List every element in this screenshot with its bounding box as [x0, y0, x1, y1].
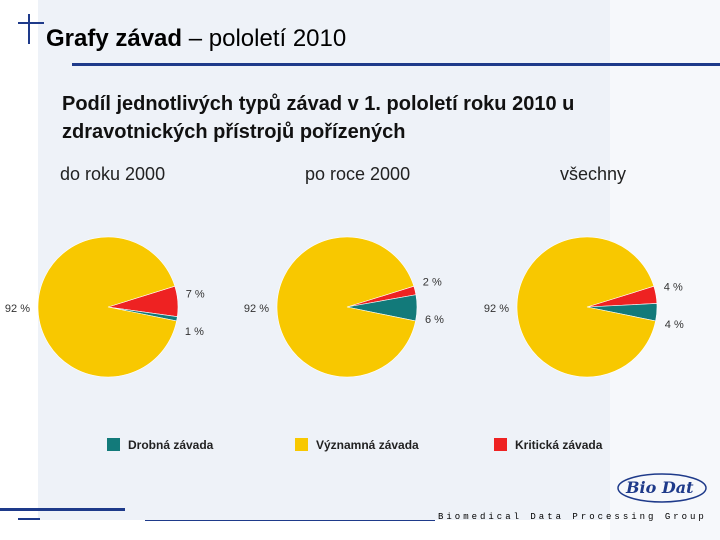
page-title: Grafy závad – pololetí 2010 [46, 25, 347, 52]
footer-rule [145, 520, 435, 521]
slice-label-2-3: 92 % [244, 303, 269, 315]
legend-swatch-1 [107, 438, 120, 451]
corner-mark [18, 22, 44, 24]
slice-label-3-1: 4 % [664, 281, 683, 293]
pie-slice-2-3 [276, 236, 416, 378]
slice-label-3-3: 92 % [484, 303, 509, 315]
legend-label-1: Drobná závada [128, 438, 214, 452]
slice-label-1-3: 92 % [5, 303, 30, 315]
corner-mark [28, 14, 30, 44]
title-underline [72, 63, 720, 66]
legend-swatch-3 [494, 438, 507, 451]
chart-subtitle: Podíl jednotlivých typů závad v 1. polol… [62, 93, 575, 143]
slice-label-1-1: 7 % [186, 289, 205, 301]
slice-label-2-1: 2 % [423, 277, 442, 289]
biodat-logo [616, 470, 708, 506]
footer-line [0, 508, 125, 511]
legend-label-3: Kritická závada [515, 438, 603, 452]
slice-label-1-2: 1 % [185, 326, 204, 338]
legend-swatch-2 [295, 438, 308, 451]
logo-text: Bio Dat [626, 478, 694, 497]
pie-slice-3-3 [516, 236, 656, 378]
pie-slice-1-3 [37, 236, 177, 378]
slice-label-3-2: 4 % [665, 319, 684, 331]
legend-label-2: Významná závada [316, 438, 419, 452]
slice-label-2-2: 6 % [425, 314, 444, 326]
chart-title-2: po roce 2000 [305, 164, 411, 184]
chart-title-3: všechny [560, 164, 627, 184]
chart-title-1: do roku 2000 [60, 164, 166, 184]
footer-mark [18, 518, 40, 520]
footer-text: Biomedical Data Processing Group [438, 512, 707, 522]
